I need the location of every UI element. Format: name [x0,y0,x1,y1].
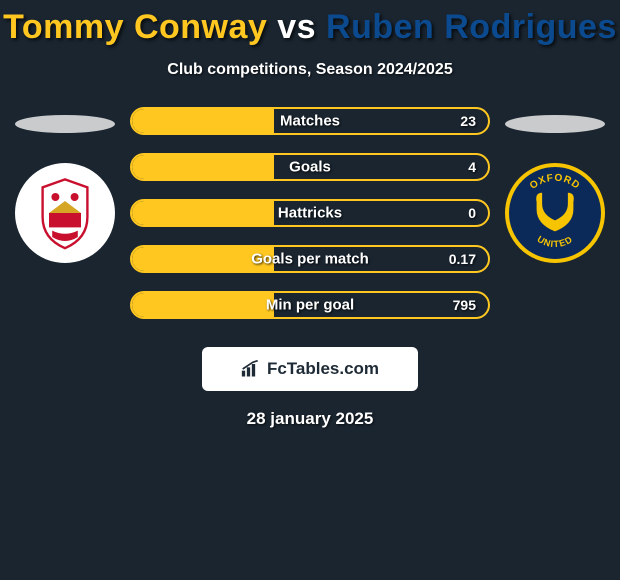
right-crest-column: OXFORD UNITED [500,107,610,263]
stat-label: Goals per match [251,251,369,268]
stat-bar-min-per-goal: Min per goal 795 [130,291,490,319]
subtitle: Club competitions, Season 2024/2025 [0,61,620,79]
brand-logo-box: FcTables.com [202,347,418,391]
right-player-shadow [505,115,605,133]
fctables-chart-icon [241,360,261,378]
oxford-united-crest-icon: OXFORD UNITED [509,167,601,259]
stat-label: Matches [280,113,340,130]
stat-label: Hattricks [278,205,342,222]
stat-label: Goals [289,159,331,176]
left-club-crest [15,163,115,263]
stat-value: 795 [453,297,476,313]
stat-fill [132,109,274,133]
stat-bar-goals: Goals 4 [130,153,490,181]
stat-value: 0.17 [449,251,476,267]
stat-fill [132,293,274,317]
right-club-crest: OXFORD UNITED [505,163,605,263]
stat-value: 23 [460,113,476,129]
player2-name: Ruben Rodrigues [326,8,617,46]
brand-text: FcTables.com [267,359,379,379]
stats-column: Matches 23 Goals 4 Hattricks 0 Goals per… [130,107,490,337]
page-title: Tommy Conway vs Ruben Rodrigues [0,8,620,47]
bristol-city-crest-icon [25,173,105,253]
left-crest-column [10,107,120,263]
player1-name: Tommy Conway [3,8,267,46]
date-text: 28 january 2025 [0,409,620,429]
stat-value: 4 [468,159,476,175]
stat-fill [132,155,274,179]
stat-value: 0 [468,205,476,221]
stat-label: Min per goal [266,297,354,314]
left-player-shadow [15,115,115,133]
stat-bar-matches: Matches 23 [130,107,490,135]
main-row: Matches 23 Goals 4 Hattricks 0 Goals per… [0,107,620,337]
stat-fill [132,201,274,225]
vs-text: vs [277,8,316,46]
stat-bar-hattricks: Hattricks 0 [130,199,490,227]
stat-bar-goals-per-match: Goals per match 0.17 [130,245,490,273]
